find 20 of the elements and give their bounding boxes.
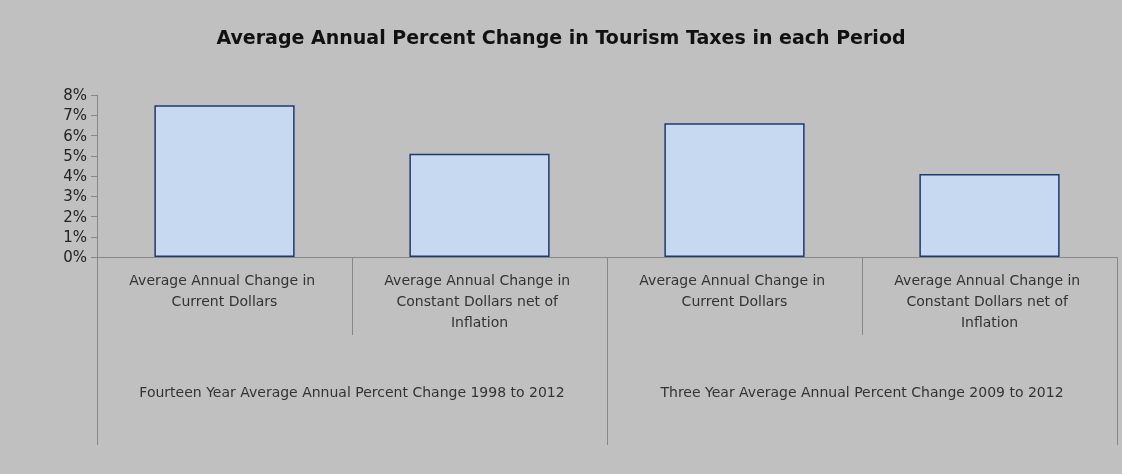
y-tick-label: 5% — [63, 146, 87, 165]
chart-title: Average Annual Percent Change in Tourism Taxes in each Period — [216, 25, 906, 48]
x-tick-label: Average Annual Change in Constant Dollars net of Inflation — [384, 271, 575, 330]
y-tick-label: 0% — [63, 248, 87, 266]
y-tick-label: 3% — [63, 187, 87, 206]
text: Fourteen Year Average Annual Percent Change 1998 to 2012 — [139, 383, 565, 400]
y-tick-label: 6% — [63, 126, 87, 145]
y-tick-label: 1% — [63, 227, 87, 246]
x-tick-label: Average Annual Change in Current Dollars — [639, 271, 830, 309]
x-tick-label: Average Annual Change in Current Dollars — [129, 271, 320, 309]
y-tick-label: 8% — [63, 86, 87, 104]
y-tick-label: 7% — [63, 106, 87, 125]
bar — [409, 153, 550, 257]
bar — [919, 173, 1060, 257]
text: Three Year Average Annual Percent Change 2009 to 2012 — [659, 383, 1064, 400]
bar — [154, 105, 295, 257]
x-tick-label: Average Annual Change in Constant Dollars net of Inflation — [894, 271, 1085, 330]
bar — [664, 123, 805, 257]
y-tick-label: 4% — [63, 167, 87, 185]
y-tick-label: 2% — [63, 207, 87, 226]
